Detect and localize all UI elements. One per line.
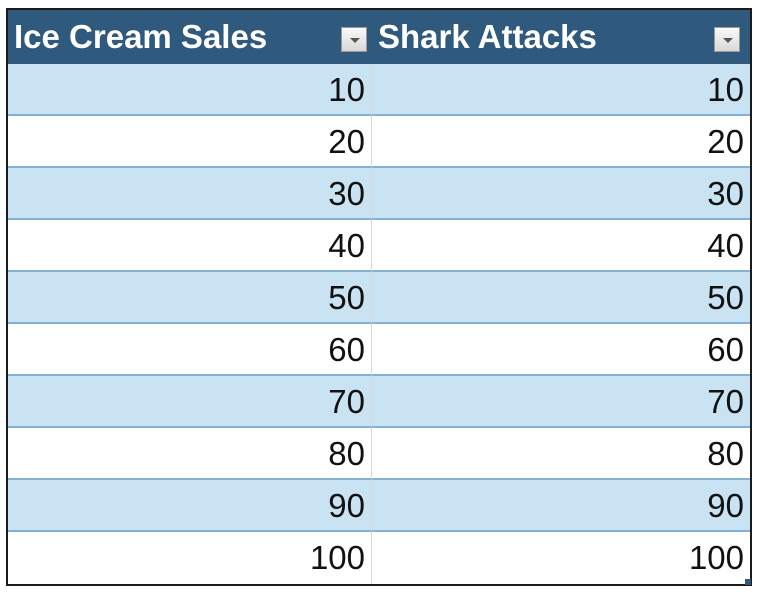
- filter-dropdown[interactable]: [341, 27, 367, 52]
- resize-handle[interactable]: [745, 579, 751, 585]
- column-header: Ice Cream Sales: [8, 10, 372, 64]
- header-text: Shark Attacks: [378, 18, 597, 55]
- table-cell[interactable]: 40: [8, 220, 372, 272]
- excel-table: Ice Cream Sales Shark Attacks 10 10 20 20 30…: [6, 8, 752, 586]
- table-cell[interactable]: 70: [8, 376, 372, 428]
- table-cell[interactable]: 30: [8, 168, 372, 220]
- table-cell[interactable]: 90: [8, 480, 372, 532]
- column-header: Shark Attacks: [372, 10, 750, 64]
- table-cell[interactable]: 70: [372, 376, 750, 428]
- table-cell[interactable]: 100: [688, 539, 744, 576]
- filter-dropdown[interactable]: [714, 27, 740, 52]
- table-cell[interactable]: 90: [372, 480, 750, 532]
- table-cell[interactable]: 10: [372, 64, 750, 116]
- table-cell[interactable]: 80: [372, 428, 750, 480]
- table-cell[interactable]: 30: [372, 168, 750, 220]
- table-cell[interactable]: 20: [8, 116, 372, 168]
- table-cell[interactable]: 60: [8, 324, 372, 376]
- table-cell[interactable]: 80: [8, 428, 372, 480]
- table-cell[interactable]: 100: [8, 532, 372, 584]
- table-cell[interactable]: 60: [372, 324, 750, 376]
- table-cell[interactable]: 50: [372, 272, 750, 324]
- table-cell[interactable]: 20: [372, 116, 750, 168]
- table-cell[interactable]: 50: [8, 272, 372, 324]
- table-cell[interactable]: 10: [8, 64, 372, 116]
- header-text: Ice Cream Sales: [14, 18, 268, 55]
- table-cell[interactable]: 40: [372, 220, 750, 272]
